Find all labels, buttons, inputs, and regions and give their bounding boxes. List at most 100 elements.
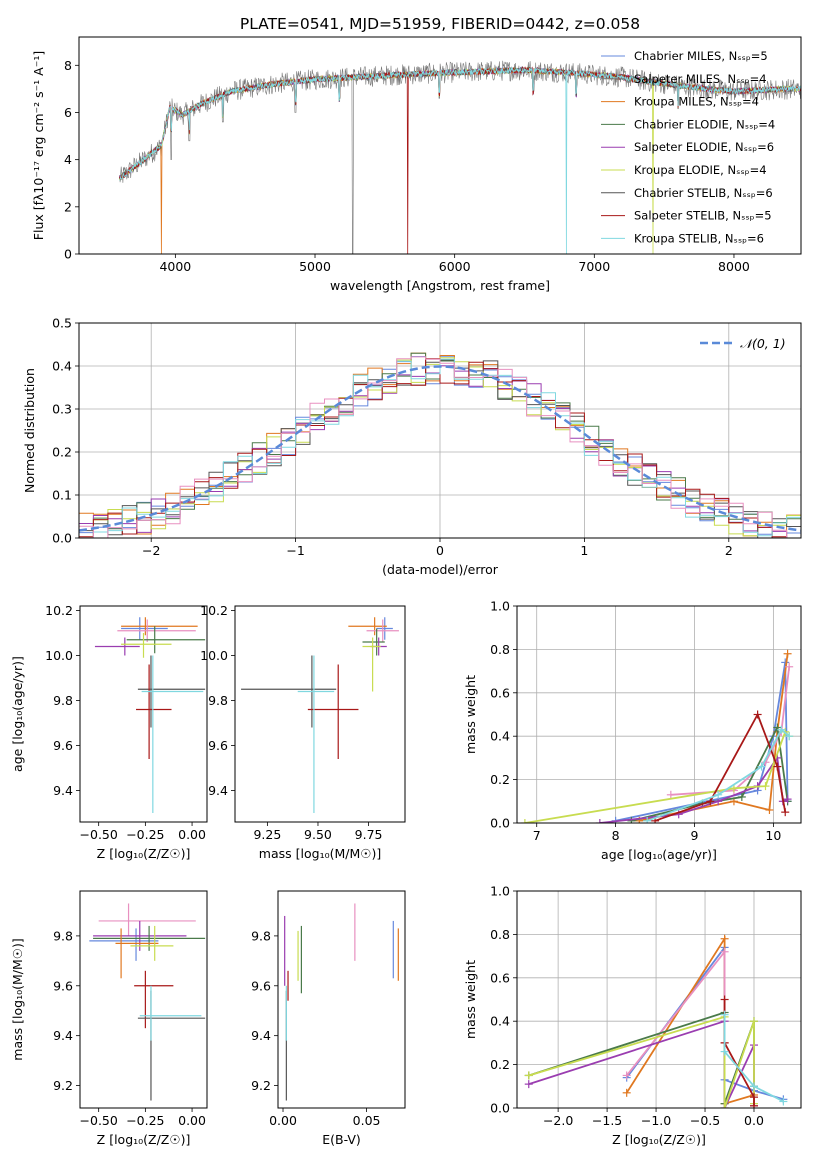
plot-frame xyxy=(516,890,802,1109)
x-tick-label: −1.5 xyxy=(592,1113,622,1128)
x-axis-label: wavelength [Angstrom, rest frame] xyxy=(330,278,550,293)
y-tick-label: 0.2 xyxy=(52,445,72,460)
plot-area xyxy=(524,934,788,1108)
x-tick-label: 7 xyxy=(533,828,541,843)
x-tick-label: −1.0 xyxy=(641,1113,671,1128)
x-tick-label: −0.50 xyxy=(80,1113,118,1128)
mass-weight-series-line xyxy=(670,666,791,796)
y-tick-label: 1.0 xyxy=(490,599,510,614)
y-tick-label: 0.6 xyxy=(490,970,510,985)
mass-weight-vs-metallicity-panel: −2.0 −1.5 −1.0 −0.5 0.0 0.0 0.2 0.4 0.6 0.8 1.0 Z [… xyxy=(463,884,802,1147)
x-axis-label: Z [log₁₀(Z/Z☉)] xyxy=(97,1132,191,1147)
mass-vs-extinction-panel: 0.00 0.05 9.2 9.4 9.6 9.8 E(B-V) xyxy=(251,890,406,1147)
y-tick-label: 4 xyxy=(64,152,72,167)
y-tick-label: 0.2 xyxy=(490,1057,510,1072)
y-axis-label: Flux [fλ10⁻¹⁷ erg cm⁻² s⁻¹ A⁻¹] xyxy=(31,51,46,240)
x-tick-label: 5000 xyxy=(299,259,331,274)
y-tick-label: 9.4 xyxy=(53,783,73,798)
y-tick-label: 9.6 xyxy=(53,978,73,993)
x-tick-label: 0 xyxy=(436,543,444,558)
x-tick-label: 9.25 xyxy=(253,827,281,842)
plot-area xyxy=(284,903,399,1101)
legend-entry: Kroupa STELIB, Nₛₛₚ=6 xyxy=(634,231,764,245)
legend-entry: Chabrier MILES, Nₛₛₚ=5 xyxy=(634,49,768,63)
mass-weight-series-line xyxy=(615,662,789,822)
x-tick-label: 7000 xyxy=(578,259,610,274)
x-tick-label: −0.50 xyxy=(80,827,118,842)
x-tick-label: −0.25 xyxy=(126,1113,164,1128)
y-tick-label: 9.4 xyxy=(53,1028,73,1043)
y-tick-label: 0.1 xyxy=(52,488,72,503)
y-tick-label: 9.4 xyxy=(208,783,228,798)
y-tick-label: 9.8 xyxy=(251,928,271,943)
y-tick-label: 2 xyxy=(64,199,72,214)
y-axis-label: mass weight xyxy=(463,675,478,754)
x-axis-label: Z [log₁₀(Z/Z☉)] xyxy=(97,846,191,861)
plot-area xyxy=(119,60,801,254)
y-tick-label: 10.2 xyxy=(200,603,228,618)
y-tick-label: 10.2 xyxy=(45,603,73,618)
plot-frame xyxy=(516,605,802,824)
legend-entry: Chabrier STELIB, Nₛₛₚ=6 xyxy=(634,186,773,200)
x-axis-label: Z [log₁₀(Z/Z☉)] xyxy=(612,1132,706,1147)
legend-entry: Kroupa ELODIE, Nₛₛₚ=4 xyxy=(634,163,767,177)
plot-frame xyxy=(78,322,802,539)
plot-area xyxy=(241,617,399,813)
plot-area xyxy=(520,649,794,823)
y-axis-label: Normed distribution xyxy=(22,368,37,493)
x-axis-label: E(B-V) xyxy=(322,1132,361,1147)
y-tick-label: 0.3 xyxy=(52,402,72,417)
y-tick-label: 0.4 xyxy=(490,1014,510,1029)
mass-weight-series-line xyxy=(528,1015,755,1108)
x-tick-label: 4000 xyxy=(159,259,191,274)
mass-weight-series-line xyxy=(625,949,726,1077)
mass-vs-metallicity-panel: −0.50 −0.25 0.00 9.2 9.4 9.6 9.8 Z [log₁₀(Z/Z☉)… xyxy=(10,890,208,1147)
y-tick-label: 6 xyxy=(64,105,72,120)
x-tick-label: 9.75 xyxy=(355,827,383,842)
residual-histogram-panel: −2 −1 0 1 2 0.0 0.1 0.2 0.3 0.4 0.5 (data-model)/er… xyxy=(22,316,802,577)
spectrum-series-line xyxy=(119,66,801,254)
y-tick-label: 0.5 xyxy=(52,316,72,331)
plot-frame xyxy=(79,605,208,823)
x-tick-label: 0.00 xyxy=(269,1113,297,1128)
x-tick-label: −2 xyxy=(142,543,160,558)
figure-title: PLATE=0541, MJD=51959, FIBERID=0442, z=0… xyxy=(240,15,640,33)
x-axis-label: (data-model)/error xyxy=(382,562,499,577)
legend-entry: Chabrier ELODIE, Nₛₛₚ=4 xyxy=(634,117,775,131)
y-tick-label: 0.8 xyxy=(490,642,510,657)
legend-entry: Kroupa MILES, Nₛₛₚ=4 xyxy=(634,95,759,109)
mass-weight-vs-age-panel: 7 8 9 10 0.0 0.2 0.4 0.6 0.8 1.0 age [log₁₀(age/yr… xyxy=(463,599,802,862)
x-tick-label: 1 xyxy=(580,543,588,558)
x-tick-label: 0.00 xyxy=(178,1113,206,1128)
x-tick-label: 9 xyxy=(691,828,699,843)
y-tick-label: 0.0 xyxy=(490,816,510,831)
plot-area xyxy=(89,903,206,1101)
plot-area xyxy=(79,352,801,538)
x-tick-label: 6000 xyxy=(439,259,471,274)
y-tick-label: 9.2 xyxy=(251,1078,271,1093)
x-tick-label: 8000 xyxy=(718,259,750,274)
legend-entry: Salpeter STELIB, Nₛₛₚ=5 xyxy=(634,209,772,223)
x-axis-label: mass [log₁₀(M/M☉)] xyxy=(259,846,381,861)
x-tick-label: 0.00 xyxy=(178,827,206,842)
x-tick-label: 0.05 xyxy=(353,1113,381,1128)
x-tick-label: 2 xyxy=(725,543,733,558)
y-tick-label: 9.6 xyxy=(251,978,271,993)
x-tick-label: 0.0 xyxy=(744,1113,764,1128)
y-axis-label: age [log₁₀(age/yr)] xyxy=(10,656,25,772)
histogram-series-line xyxy=(79,356,801,538)
y-tick-label: 0.0 xyxy=(52,531,72,546)
y-axis-label: mass weight xyxy=(463,960,478,1039)
age-vs-metallicity-panel: −0.50 −0.25 0.00 9.4 9.6 9.8 10.0 10.2 Z [log₁₀(… xyxy=(10,603,208,861)
y-tick-label: 9.2 xyxy=(53,1078,73,1093)
y-tick-label: 9.4 xyxy=(251,1028,271,1043)
legend-entry: 𝒩(0, 1) xyxy=(740,336,786,351)
x-axis-label: age [log₁₀(age/yr)] xyxy=(601,847,717,862)
y-tick-label: 0.8 xyxy=(490,927,510,942)
x-tick-label: −1 xyxy=(286,543,304,558)
x-tick-label: 8 xyxy=(612,828,620,843)
plot-frame xyxy=(234,605,406,823)
y-tick-label: 0.0 xyxy=(490,1101,510,1116)
y-tick-label: 9.8 xyxy=(53,928,73,943)
legend-entry: Salpeter MILES, Nₛₛₚ=4 xyxy=(634,72,767,86)
